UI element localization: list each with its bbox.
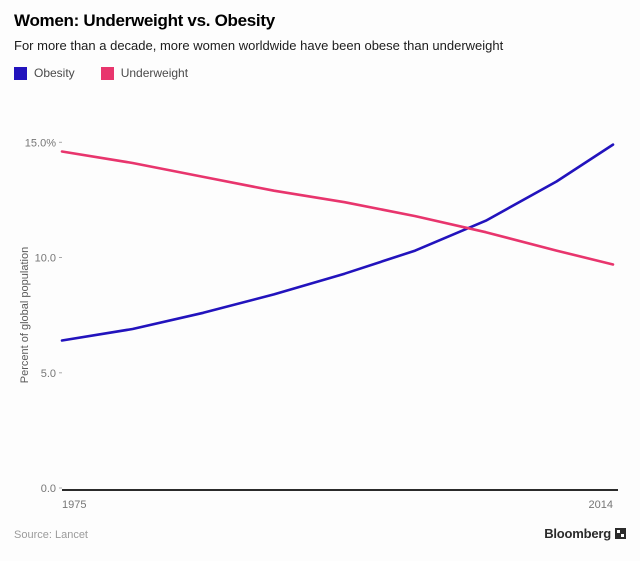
source-credit: Source: Lancet [14,529,88,541]
legend-label-underweight: Underweight [120,66,189,80]
y-tick-label: 5.0 [41,368,56,380]
legend-item-underweight: Underweight [100,66,189,80]
y-axis-ticks: 15.0% 10.0 5.0 0.0 [25,137,62,495]
legend-swatch-underweight [100,66,114,80]
x-axis-ticks: 1975 2014 [62,499,613,511]
bloomberg-logo-text: Bloomberg [544,526,611,541]
legend-label-obesity: Obesity [34,66,75,80]
line-chart: 15.0% 10.0 5.0 0.0 1975 2014 [25,137,618,511]
legend: Obesity Underweight [14,66,188,80]
legend-item-obesity: Obesity [14,66,75,80]
bloomberg-logo: Bloomberg [544,526,626,541]
page-subtitle: For more than a decade, more women world… [14,38,504,53]
y-tick-label: 15.0% [25,137,56,149]
y-tick-label: 10.0 [35,253,56,265]
page-title: Women: Underweight vs. Obesity [14,11,275,30]
x-tick-label: 2014 [589,499,613,511]
legend-swatch-obesity [14,66,27,80]
bloomberg-logo-icon [615,528,626,539]
underweight-line [60,150,615,266]
y-tick-label: 0.0 [41,483,56,495]
obesity-line [60,143,615,342]
x-tick-label: 1975 [62,499,86,511]
